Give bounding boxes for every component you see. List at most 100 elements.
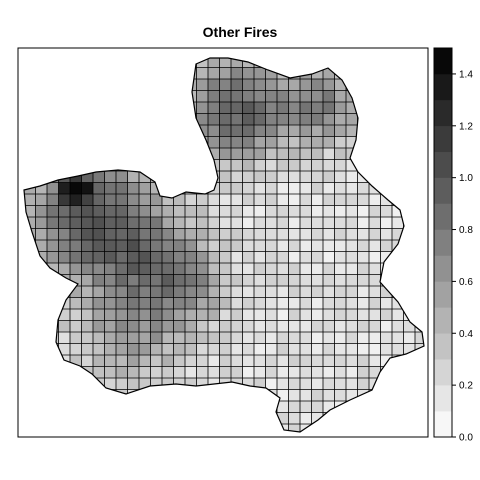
heatmap-cell — [254, 182, 266, 194]
heatmap-cell — [403, 320, 415, 332]
heatmap-cell — [265, 378, 277, 390]
heatmap-cell — [300, 274, 312, 286]
heatmap-cell — [81, 320, 93, 332]
heatmap-cell — [277, 136, 289, 148]
heatmap-cell — [265, 182, 277, 194]
heatmap-cell — [311, 171, 323, 183]
heatmap-cell — [346, 182, 358, 194]
heatmap-cell — [242, 297, 254, 309]
heatmap-cell — [24, 205, 36, 217]
heatmap-cell — [346, 378, 358, 390]
heatmap-cell — [58, 309, 70, 321]
heatmap-cell — [173, 205, 185, 217]
heatmap-cell — [150, 297, 162, 309]
heatmap-cell — [346, 274, 358, 286]
heatmap-cell — [265, 355, 277, 367]
heatmap-cell — [277, 412, 289, 424]
heatmap-cell — [208, 113, 220, 125]
heatmap-cell — [357, 309, 369, 321]
heatmap-cell — [242, 205, 254, 217]
heatmap-cell — [311, 67, 323, 79]
heatmap-cell — [81, 171, 93, 183]
heatmap-cell — [231, 90, 243, 102]
heatmap-cell — [334, 355, 346, 367]
heatmap-cell — [346, 343, 358, 355]
heatmap-cell — [346, 355, 358, 367]
heatmap-cell — [288, 366, 300, 378]
heatmap-cell — [277, 286, 289, 298]
heatmap-cell — [369, 320, 381, 332]
heatmap-cell — [300, 401, 312, 413]
heatmap-cell — [24, 194, 36, 206]
colorbar-band — [434, 411, 452, 438]
heatmap-cell — [323, 182, 335, 194]
heatmap-cell — [265, 320, 277, 332]
heatmap-cell — [346, 102, 358, 114]
heatmap-cell — [346, 286, 358, 298]
heatmap-cell — [150, 320, 162, 332]
heatmap-cell — [219, 320, 231, 332]
heatmap-cell — [150, 217, 162, 229]
heatmap-cell — [346, 263, 358, 275]
heatmap-cell — [300, 194, 312, 206]
heatmap-cell — [392, 297, 404, 309]
heatmap-cell — [139, 171, 151, 183]
heatmap-cell — [369, 263, 381, 275]
heatmap-cell — [196, 251, 208, 263]
heatmap-cell — [265, 159, 277, 171]
heatmap-cell — [288, 217, 300, 229]
heatmap-cell — [47, 194, 59, 206]
heatmap-cell — [219, 217, 231, 229]
heatmap-cell — [127, 240, 139, 252]
heatmap-cell — [81, 182, 93, 194]
colorbar-tick-label: 0.2 — [459, 381, 473, 392]
heatmap-cell — [288, 228, 300, 240]
heatmap-cell — [288, 424, 300, 432]
heatmap-cell — [334, 194, 346, 206]
heatmap-cell — [93, 320, 105, 332]
heatmap-cell — [369, 228, 381, 240]
heatmap-cell — [265, 366, 277, 378]
heatmap-cell — [300, 263, 312, 275]
heatmap-cell — [254, 125, 266, 137]
heatmap-cell — [139, 217, 151, 229]
heatmap-cell — [300, 309, 312, 321]
heatmap-cell — [35, 217, 47, 229]
heatmap-cell — [311, 90, 323, 102]
heatmap-cell — [162, 309, 174, 321]
heatmap-cell — [277, 171, 289, 183]
heatmap-cell — [219, 297, 231, 309]
heatmap-cell — [300, 113, 312, 125]
heatmap-cell — [93, 286, 105, 298]
heatmap-cell — [300, 228, 312, 240]
heatmap-cell — [288, 205, 300, 217]
heatmap-cell — [208, 320, 220, 332]
heatmap-cell — [254, 67, 266, 79]
heatmap-cell — [173, 274, 185, 286]
heatmap-cell — [403, 332, 415, 344]
heatmap-cell — [357, 320, 369, 332]
heatmap-cell — [196, 217, 208, 229]
heatmap-cell — [173, 366, 185, 378]
heatmap-cell — [139, 309, 151, 321]
heatmap-cell — [311, 343, 323, 355]
heatmap-cell — [334, 205, 346, 217]
heatmap-cell — [334, 171, 346, 183]
heatmap-cell — [380, 332, 392, 344]
heatmap-cell — [127, 205, 139, 217]
heatmap-cell — [150, 228, 162, 240]
heatmap-cell — [277, 228, 289, 240]
heatmap-cell — [47, 240, 59, 252]
heatmap-cell — [311, 217, 323, 229]
heatmap-cell — [300, 240, 312, 252]
heatmap-cell — [300, 343, 312, 355]
heatmap-cell — [162, 251, 174, 263]
heatmap-cell — [254, 194, 266, 206]
heatmap-cell — [58, 320, 70, 332]
heatmap-cell — [35, 194, 47, 206]
heatmap-cell — [150, 286, 162, 298]
heatmap-cell — [173, 194, 185, 206]
heatmap-cell — [334, 309, 346, 321]
heatmap-cell — [196, 102, 208, 114]
heatmap-cell — [254, 343, 266, 355]
